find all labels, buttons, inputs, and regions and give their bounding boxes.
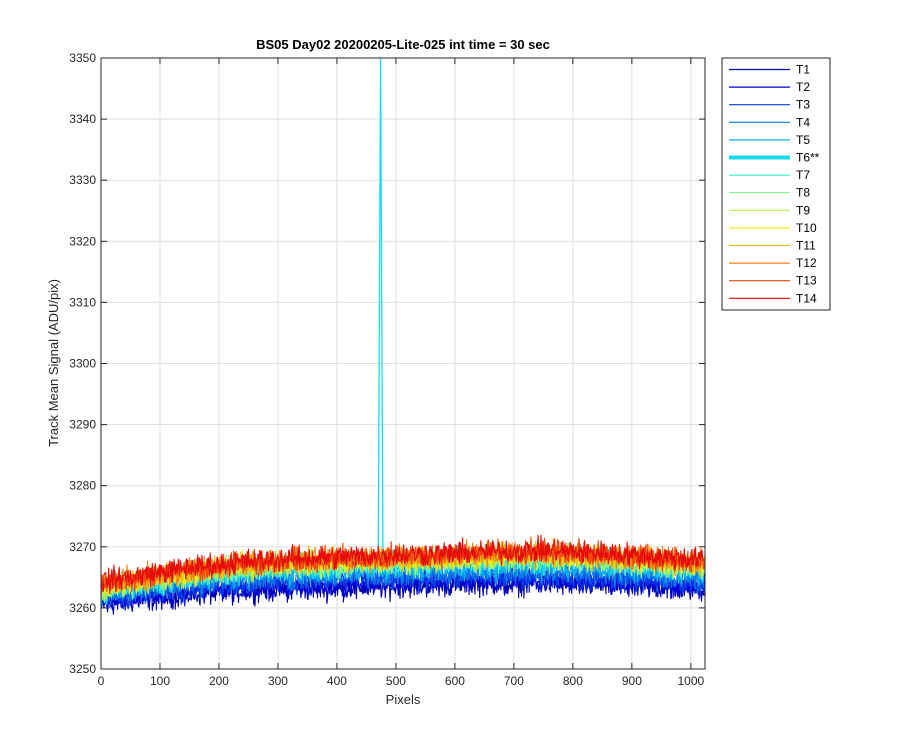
legend-label: T14 xyxy=(796,291,817,305)
y-tick-label: 3350 xyxy=(69,51,96,65)
series-line-T14 xyxy=(101,534,705,594)
y-tick-label: 3330 xyxy=(69,173,96,187)
legend-label: T9 xyxy=(796,203,810,217)
legend-label: T4 xyxy=(796,115,810,129)
y-tick-label: 3310 xyxy=(69,295,96,309)
y-tick-label: 3250 xyxy=(69,662,96,676)
x-tick-label: 200 xyxy=(209,674,229,688)
y-tick-label: 3280 xyxy=(69,479,96,493)
x-tick-label: 800 xyxy=(563,674,583,688)
x-tick-label: 1000 xyxy=(677,674,704,688)
x-tick-label: 100 xyxy=(150,674,170,688)
legend-label: T10 xyxy=(796,221,817,235)
x-axis-label: Pixels xyxy=(386,692,421,707)
y-tick-label: 3260 xyxy=(69,601,96,615)
legend-box xyxy=(721,57,831,311)
legend-label: T1 xyxy=(796,63,810,77)
x-tick-label: 300 xyxy=(268,674,288,688)
x-axis-ticks: 0 100 200 300 400 500 600 700 800 900 1000 xyxy=(98,58,705,688)
chart-title: BS05 Day02 20200205-Lite-025 int time = … xyxy=(256,37,550,52)
legend-label: T11 xyxy=(796,239,816,253)
legend-label: T2 xyxy=(796,80,810,94)
x-tick-label: 0 xyxy=(98,674,105,688)
y-tick-label: 3340 xyxy=(69,112,96,126)
legend-label: T3 xyxy=(796,98,810,112)
series-layer xyxy=(101,58,705,615)
legend-label: T6** xyxy=(796,151,820,165)
legend-label: T8 xyxy=(796,186,810,200)
y-axis-ticks: 3250 3260 3270 3280 3290 3300 3310 3320 3330 3340… xyxy=(69,51,705,676)
y-tick-label: 3270 xyxy=(69,540,96,554)
legend-label: T12 xyxy=(796,256,817,270)
y-tick-label: 3300 xyxy=(69,357,96,371)
legend: T1 T2 T3 T4 T5 T6** T7 T8 T9 T10 T11 T12 T13 T14 xyxy=(721,57,831,311)
legend-label: T5 xyxy=(796,133,810,147)
y-axis-label: Track Mean Signal (ADU/pix) xyxy=(46,279,61,447)
x-tick-label: 700 xyxy=(504,674,524,688)
legend-label: T13 xyxy=(796,274,817,288)
x-tick-label: 400 xyxy=(327,674,347,688)
y-tick-label: 3320 xyxy=(69,234,96,248)
legend-label: T7 xyxy=(796,168,810,182)
y-tick-label: 3290 xyxy=(69,418,96,432)
x-tick-label: 600 xyxy=(445,674,465,688)
x-tick-label: 500 xyxy=(386,674,406,688)
x-tick-label: 900 xyxy=(622,674,642,688)
